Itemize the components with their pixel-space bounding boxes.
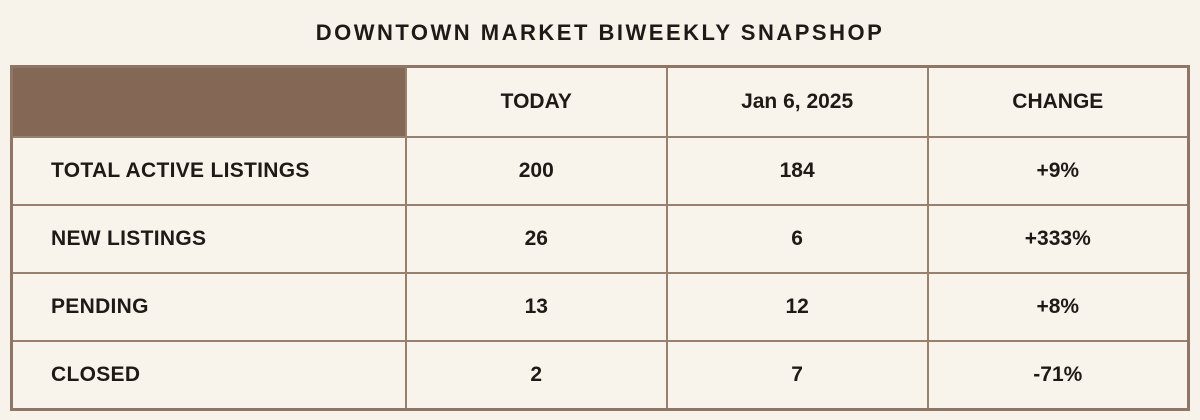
column-header-change: CHANGE (926, 65, 1190, 138)
table-header: TODAY Jan 6, 2025 CHANGE (10, 65, 1190, 138)
market-snapshot-table: TODAY Jan 6, 2025 CHANGE TOTAL ACTIVE LI… (10, 65, 1190, 411)
cell-change: +333% (926, 204, 1190, 274)
cell-today: 200 (404, 136, 668, 206)
cell-today: 13 (404, 272, 668, 342)
cell-previous: 6 (665, 204, 929, 274)
column-header-previous-date: Jan 6, 2025 (665, 65, 929, 138)
table-body: TOTAL ACTIVE LISTINGS 200 184 +9% NEW LI… (10, 136, 1190, 411)
cell-previous: 7 (665, 340, 929, 411)
table-row: PENDING 13 12 +8% (10, 272, 1190, 342)
cell-change: -71% (926, 340, 1190, 411)
row-label: NEW LISTINGS (10, 204, 407, 274)
cell-change: +8% (926, 272, 1190, 342)
table-row: CLOSED 2 7 -71% (10, 340, 1190, 411)
row-label: CLOSED (10, 340, 407, 411)
cell-previous: 184 (665, 136, 929, 206)
cell-today: 2 (404, 340, 668, 411)
column-header-today: TODAY (404, 65, 668, 138)
corner-cell (10, 65, 407, 138)
table-row: NEW LISTINGS 26 6 +333% (10, 204, 1190, 274)
page-title: DOWNTOWN MARKET BIWEEKLY SNAPSHOP (315, 20, 885, 45)
row-label: PENDING (10, 272, 407, 342)
row-label: TOTAL ACTIVE LISTINGS (10, 136, 407, 206)
table-row: TOTAL ACTIVE LISTINGS 200 184 +9% (10, 136, 1190, 206)
cell-change: +9% (926, 136, 1190, 206)
header-row: TODAY Jan 6, 2025 CHANGE (10, 65, 1190, 138)
cell-today: 26 (404, 204, 668, 274)
cell-previous: 12 (665, 272, 929, 342)
